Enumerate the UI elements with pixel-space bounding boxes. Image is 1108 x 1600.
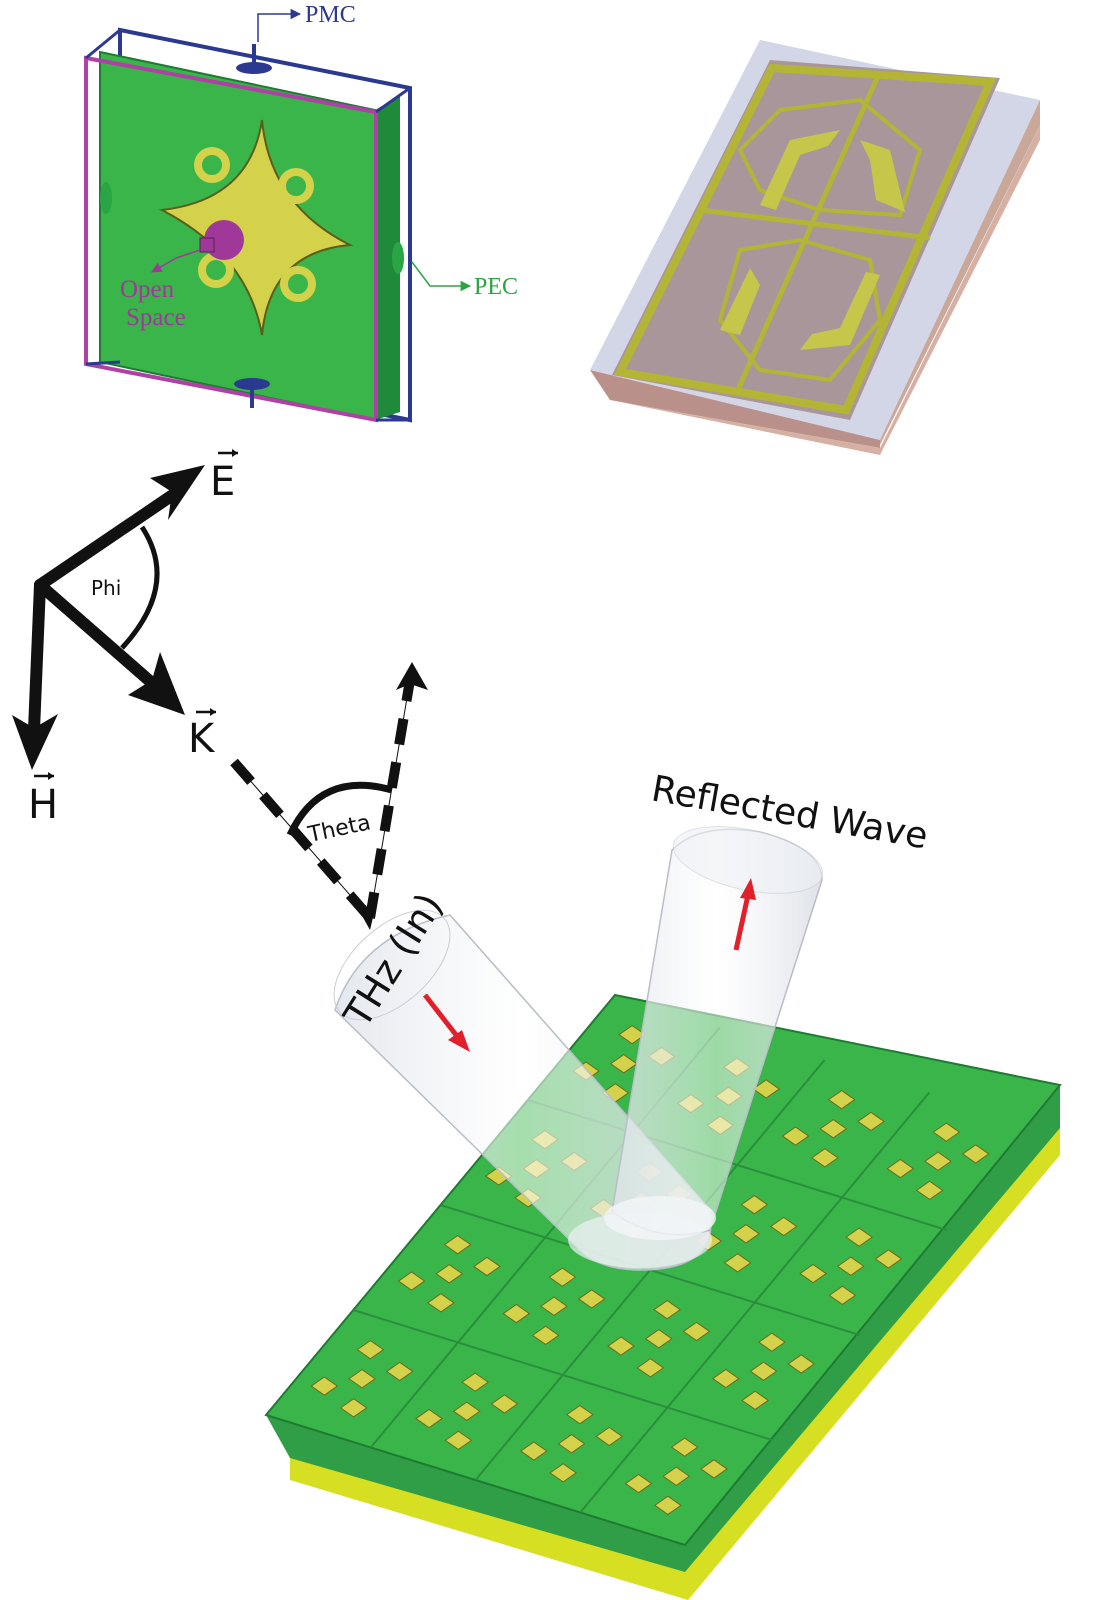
patch-element — [577, 1289, 606, 1309]
port-marker — [199, 237, 215, 253]
k-label: K — [188, 716, 216, 762]
patch-element — [781, 1126, 810, 1146]
reflected-arrow — [733, 894, 751, 951]
patch-element — [557, 1434, 586, 1454]
layered-cell-3d — [590, 40, 1040, 455]
open-space-label-line2: Space — [126, 304, 186, 331]
patch-element — [397, 1271, 426, 1291]
polarization-diagram: E H K Phi Theta — [12, 449, 428, 930]
theta-arc — [286, 781, 393, 837]
substrate-right-side — [685, 1085, 1060, 1572]
ring-resonator — [280, 266, 316, 302]
patch-element — [385, 1361, 414, 1382]
patch-element — [924, 1151, 952, 1171]
pec-marker-left — [100, 182, 112, 214]
patch-element — [769, 1216, 798, 1237]
patch-element — [502, 1303, 531, 1324]
patch-element — [461, 1372, 489, 1392]
patch-element — [549, 1463, 578, 1483]
patch-element — [857, 1111, 885, 1132]
patch-element — [415, 1408, 443, 1429]
k-vector — [34, 579, 166, 696]
patch-element — [752, 1079, 781, 1099]
patch-element — [741, 1390, 770, 1411]
patch-element — [653, 1299, 681, 1320]
patch-element — [636, 1358, 665, 1378]
substrate-front-side — [266, 1415, 685, 1572]
patch-element — [654, 1495, 682, 1516]
patch-element — [310, 1376, 339, 1396]
reflected-footprint — [604, 1196, 716, 1240]
patch-element — [915, 1180, 944, 1201]
patch-element — [961, 1144, 990, 1164]
patch-element — [886, 1158, 915, 1179]
patch-element — [670, 1437, 699, 1457]
patch-element — [339, 1398, 368, 1418]
patch-element — [519, 1441, 548, 1461]
patch-element — [819, 1119, 848, 1139]
patch-element — [723, 1253, 752, 1273]
metal-frame — [614, 63, 996, 415]
incident-arrow — [423, 993, 462, 1042]
patch-element — [799, 1263, 827, 1284]
patch-element — [435, 1264, 464, 1284]
patch-element — [787, 1354, 816, 1374]
patch-element — [836, 1256, 865, 1276]
ring-resonator — [278, 168, 314, 204]
pec-label: PEC — [474, 274, 518, 300]
slab-side-front — [590, 370, 880, 448]
patch-element — [540, 1296, 568, 1316]
h-vector — [28, 579, 46, 736]
patch-element — [531, 1325, 560, 1346]
phi-arc — [120, 525, 160, 650]
patch-element — [662, 1466, 691, 1486]
patch-element — [845, 1227, 873, 1247]
substrate-side — [375, 96, 400, 420]
patch-element — [828, 1285, 857, 1306]
theta-label: Theta — [305, 810, 373, 848]
e-label: E — [210, 459, 235, 505]
grid-line — [579, 1091, 931, 1514]
patch-element — [682, 1321, 711, 1342]
patch-element — [473, 1256, 501, 1277]
patch-element — [443, 1234, 472, 1255]
slab-side-right — [880, 100, 1040, 445]
patch-element — [711, 1368, 740, 1389]
e-arrowhead — [150, 465, 205, 520]
patch-element — [452, 1401, 481, 1421]
phi-label: Phi — [91, 576, 121, 600]
k-arrowhead — [128, 652, 185, 715]
patch-element — [595, 1426, 624, 1447]
patch-element — [740, 1194, 769, 1215]
patch-element — [827, 1089, 856, 1110]
patch-element — [932, 1122, 961, 1142]
patch-element — [624, 1473, 653, 1494]
open-space-label-line1: Open — [120, 276, 175, 303]
patch-element — [427, 1293, 455, 1313]
h-arrowhead — [12, 714, 58, 770]
patch-element — [348, 1369, 376, 1389]
patch-element — [607, 1336, 635, 1356]
patch-element — [732, 1224, 760, 1244]
patch-element — [644, 1329, 673, 1349]
unit-cell: PMC PEC Open Space — [84, 2, 518, 423]
patch-element — [700, 1459, 728, 1479]
patch-element — [444, 1430, 473, 1451]
star-resonator — [158, 119, 354, 336]
patch-element — [874, 1249, 903, 1269]
patch-element — [749, 1361, 778, 1381]
patch-element — [811, 1148, 839, 1168]
patch-element — [490, 1394, 519, 1414]
pec-marker-right — [392, 242, 404, 274]
patch-element — [356, 1339, 385, 1360]
ring-resonator — [194, 147, 230, 183]
patch-element — [757, 1332, 786, 1352]
pmc-label: PMC — [305, 2, 356, 28]
h-label: H — [28, 782, 58, 828]
patch-element — [565, 1404, 594, 1425]
e-vector — [34, 484, 186, 591]
patch-element — [548, 1267, 577, 1287]
